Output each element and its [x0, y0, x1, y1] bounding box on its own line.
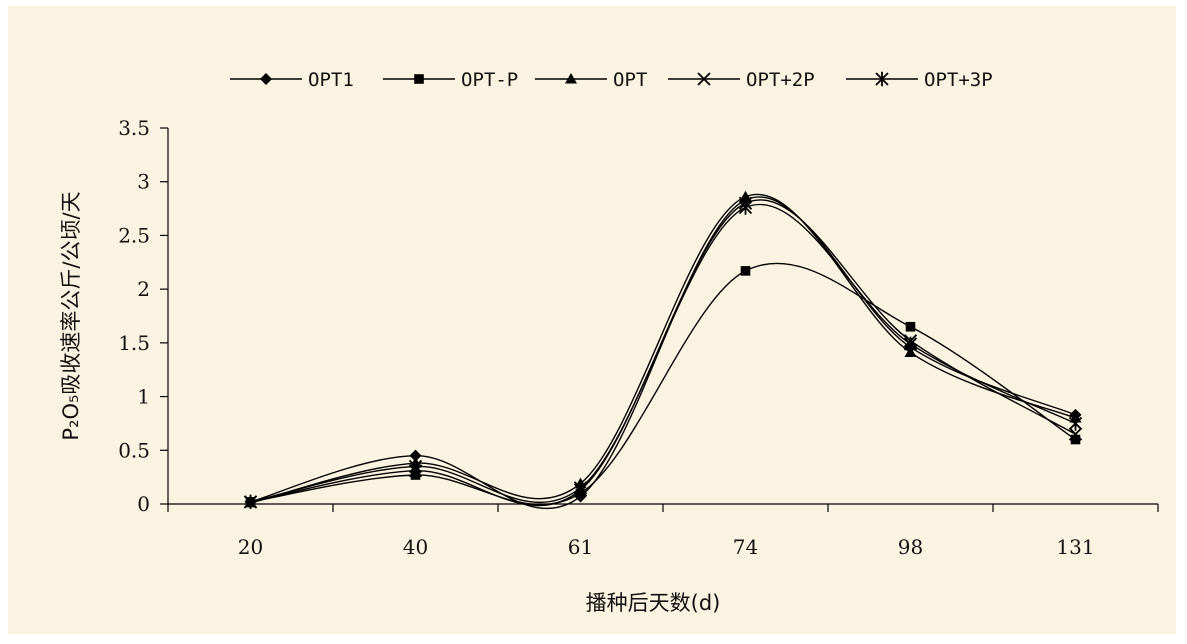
data-point [243, 494, 258, 510]
legend-marker [697, 72, 711, 86]
legend-entry: OPT-P [383, 69, 518, 91]
legend: OPT1 OPT-P OPT OPT+2P OPT+3P [230, 69, 993, 91]
legend-marker [414, 74, 424, 84]
legend-entry: OPT+2P [668, 69, 815, 91]
y-tick-label: 1.5 [118, 331, 150, 355]
legend-label: OPT+2P [746, 69, 815, 91]
data-point [1068, 427, 1083, 441]
chart-figure: OPT1 OPT-P OPT OPT+2P OPT+3P 0 0.5 1 1.5 2 2.5 3 3.… [8, 6, 1176, 634]
x-tick-label: 98 [898, 535, 923, 559]
y-tick-label: 0.5 [118, 438, 150, 462]
series-line [250, 199, 1076, 507]
data-point [410, 470, 421, 480]
data-point [904, 346, 917, 358]
axes: 0 0.5 1 1.5 2 2.5 3 3.5 20 40 61 74 98 131 [118, 116, 1159, 559]
legend-label: OPT [613, 69, 647, 91]
x-tick-label: 40 [403, 535, 428, 559]
y-tick-label: 2.5 [118, 223, 150, 247]
chart-svg: OPT1 OPT-P OPT OPT+2P OPT+3P 0 0.5 1 1.5 2 2.5 3 3.… [59, 69, 1159, 615]
legend-label: OPT1 [308, 69, 354, 91]
legend-marker [565, 73, 577, 84]
x-tick-label: 20 [238, 535, 263, 559]
series-opt1 [244, 193, 1082, 510]
legend-label: OPT-P [461, 69, 518, 91]
y-ticks: 0 0.5 1 1.5 2 2.5 3 3.5 [118, 116, 168, 516]
legend-entry: OPT+3P [846, 69, 993, 91]
data-point [739, 190, 752, 202]
series-opt-2p [243, 196, 1083, 509]
x-tick-label: 74 [733, 535, 758, 559]
data-point [903, 336, 918, 352]
y-tick-label: 3 [137, 170, 150, 194]
legend-marker [260, 73, 272, 85]
series-opt [244, 190, 1082, 508]
series-line [250, 204, 1076, 504]
data-point [905, 321, 916, 332]
legend-label: OPT+3P [924, 69, 993, 91]
x-tick-label: 61 [568, 535, 593, 559]
legend-marker [875, 71, 889, 87]
series-line [250, 196, 1076, 510]
data-point [738, 200, 753, 215]
data-point [1070, 434, 1081, 445]
series-line [250, 193, 1076, 504]
y-axis-title: P₂O₅吸收速率公斤/公顷/天 [59, 191, 83, 440]
y-tick-label: 1 [137, 385, 150, 409]
data-point [740, 266, 751, 276]
y-tick-label: 3.5 [118, 116, 150, 140]
data-point [408, 459, 423, 474]
y-tick-label: 0 [137, 492, 150, 516]
data-point [409, 449, 422, 462]
data-point [573, 480, 588, 496]
series-opt-3p [243, 200, 1083, 510]
x-tick-label: 131 [1056, 535, 1094, 559]
legend-entry: OPT [535, 69, 647, 91]
legend-entry: OPT1 [230, 69, 354, 91]
plot-area [243, 190, 1083, 510]
x-ticks: 20 40 61 74 98 131 [167, 504, 1159, 559]
x-axis-title: 播种后天数(d) [586, 591, 721, 615]
data-point [1068, 416, 1083, 431]
y-tick-label: 2 [137, 277, 150, 301]
